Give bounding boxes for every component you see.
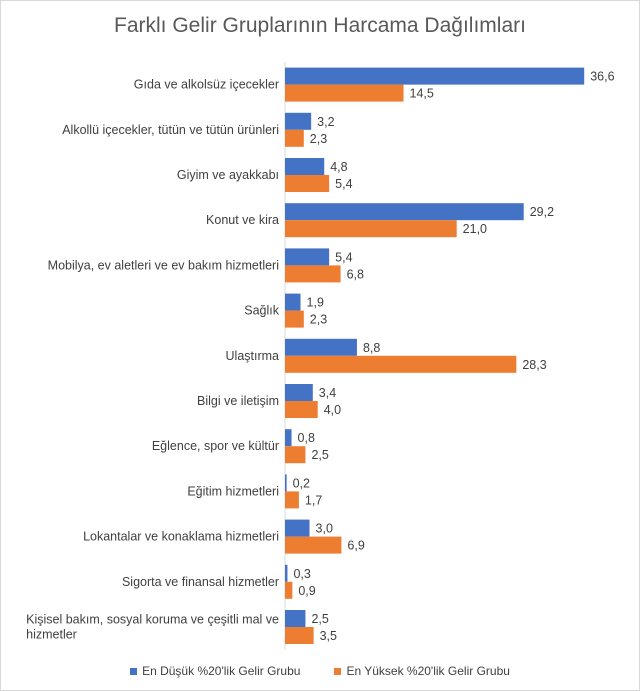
bar-low-income <box>285 112 312 130</box>
data-label: 1,7 <box>305 493 322 507</box>
bar-high-income <box>285 310 304 328</box>
legend-label-high-income: En Yüksek %20'lik Gelir Grubu <box>346 664 510 678</box>
category-label: Bilgi ve iletişim <box>197 394 279 408</box>
bar-low-income <box>285 429 292 447</box>
data-label: 36,6 <box>590 70 614 84</box>
data-label: 21,0 <box>463 222 487 236</box>
data-label: 3,5 <box>320 629 337 643</box>
bar-high-income <box>285 627 314 644</box>
bar-low-income <box>285 293 301 311</box>
data-label: 0,3 <box>293 567 310 581</box>
bar-low-income <box>285 384 313 401</box>
data-label: 2,3 <box>310 132 327 146</box>
category-label: Alkollü içecekler, tütün ve tütün ürünle… <box>62 123 279 137</box>
data-label: 5,4 <box>335 250 352 264</box>
data-label: 0,2 <box>293 476 310 490</box>
bar-high-income <box>285 355 517 373</box>
bar-high-income <box>285 491 299 509</box>
bar-high-income <box>285 446 306 464</box>
legend-item-low-income: En Düşük %20'lik Gelir Grubu <box>130 664 300 678</box>
data-label: 14,5 <box>410 87 434 101</box>
category-label: Konut ve kira <box>206 213 279 227</box>
bar-high-income <box>285 401 318 418</box>
bar-high-income <box>285 129 304 147</box>
data-label: 28,3 <box>522 358 546 372</box>
data-label: 0,9 <box>298 584 315 598</box>
bar-low-income <box>285 338 357 356</box>
data-label: 1,9 <box>307 296 324 310</box>
bar-high-income <box>285 536 342 554</box>
data-label: 3,4 <box>319 386 336 400</box>
category-label: Mobilya, ev aletleri ve ev bakım hizmetl… <box>48 258 279 272</box>
category-label: Gıda ve alkolsüz içecekler <box>134 78 279 92</box>
category-label: Kişisel bakım, sosyal koruma ve çeşitli … <box>26 613 279 627</box>
data-label: 6,9 <box>347 539 364 553</box>
data-label: 29,2 <box>530 205 554 219</box>
legend-label-low-income: En Düşük %20'lik Gelir Grubu <box>142 664 301 678</box>
data-label: 2,5 <box>311 612 328 626</box>
category-label: hizmetler <box>26 628 77 642</box>
legend-swatch-low-income <box>130 667 138 675</box>
bar-high-income <box>285 175 330 192</box>
category-label: Ulaştırma <box>226 349 280 363</box>
data-label: 2,5 <box>311 448 328 462</box>
data-label: 8,8 <box>363 341 380 355</box>
category-label: Eğitim hizmetleri <box>187 484 279 498</box>
category-label: Sağlık <box>244 304 279 318</box>
data-label: 0,8 <box>298 431 315 445</box>
bar-high-income <box>285 220 457 238</box>
data-label: 3,2 <box>317 115 334 129</box>
bar-low-income <box>285 203 524 221</box>
bar-high-income <box>285 581 293 599</box>
data-label: 4,8 <box>330 160 347 174</box>
data-label: 3,0 <box>316 522 333 536</box>
data-label: 2,3 <box>310 313 327 327</box>
bar-low-income <box>285 519 310 537</box>
data-label: 6,8 <box>347 267 364 281</box>
category-label: Sigorta ve finansal hizmetler <box>122 575 279 589</box>
bar-low-income <box>285 564 288 582</box>
bar-high-income <box>285 265 341 283</box>
chart-title: Farklı Gelir Gruplarının Harcama Dağılım… <box>114 14 526 37</box>
category-label: Eğlence, spor ve kültür <box>152 439 279 453</box>
bar-high-income <box>285 84 404 102</box>
data-label: 5,4 <box>335 177 352 191</box>
category-label: Giyim ve ayakkabı <box>177 168 279 182</box>
bar-low-income <box>285 610 306 627</box>
bar-low-income <box>285 158 325 175</box>
bar-low-income <box>285 67 585 85</box>
legend-item-high-income: En Yüksek %20'lik Gelir Grubu <box>334 664 510 678</box>
bar-low-income <box>285 248 330 266</box>
bar-low-income <box>285 474 287 492</box>
data-label: 4,0 <box>324 403 341 417</box>
chart-legend: En Düşük %20'lik Gelir Grubu En Yüksek %… <box>0 664 640 678</box>
legend-swatch-high-income <box>334 667 342 675</box>
category-label: Lokantalar ve konaklama hizmetleri <box>83 530 279 544</box>
